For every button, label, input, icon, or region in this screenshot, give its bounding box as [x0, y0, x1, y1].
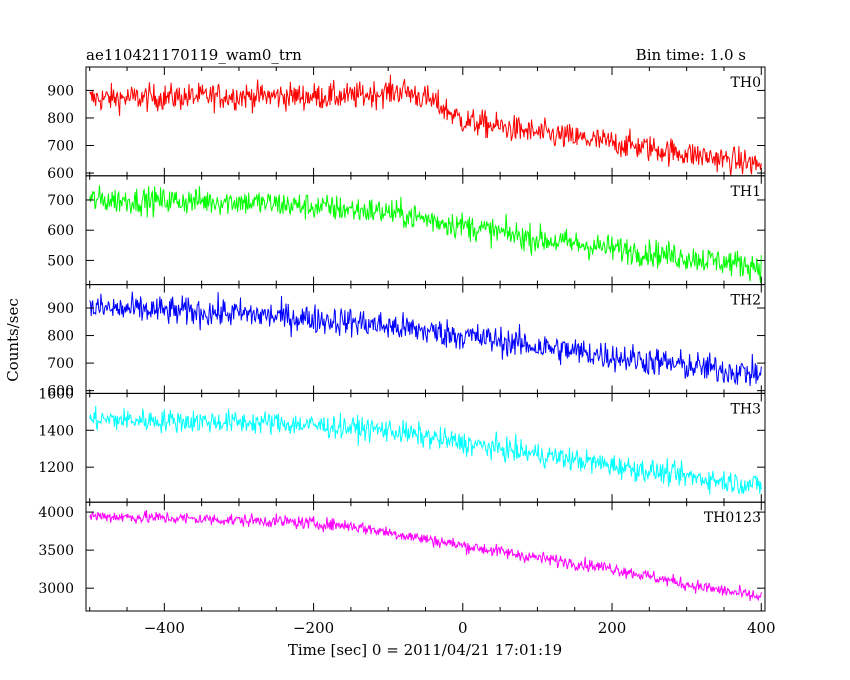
y-tick-label: 600	[47, 223, 74, 239]
panel-frame	[85, 66, 766, 177]
panel-th3: 1200 1400 1600 TH3	[38, 386, 766, 503]
panel-label: TH0123	[704, 510, 761, 526]
y-tick-label: 600	[47, 166, 74, 182]
y-tick-label: 1200	[38, 460, 74, 476]
x-axis: −400 −200 0 200 400	[144, 619, 776, 637]
y-tick-label: 1400	[38, 423, 74, 439]
panel-label: TH2	[731, 293, 761, 309]
panel-frame	[85, 392, 766, 503]
chart-title: ae110421170119_wam0_trn	[86, 46, 302, 64]
panel-label: TH0	[731, 75, 761, 91]
series-line-th1	[89, 185, 762, 284]
y-tick-label: 500	[47, 253, 74, 269]
y-tick-label: 700	[47, 356, 74, 372]
panel-th0123: 3000 3500 4000 TH0123	[38, 501, 766, 612]
panel-th0: 600 700 800 900 TH0	[47, 66, 766, 182]
x-tick-label: −400	[144, 619, 185, 637]
panel-frame	[85, 501, 766, 612]
panel-th2: 600 700 800 900 TH2	[47, 284, 766, 400]
y-tick-label: 900	[47, 301, 74, 317]
chart-subtitle: Bin time: 1.0 s	[636, 46, 746, 64]
y-tick-label: 4000	[38, 505, 74, 521]
y-tick-label: 800	[47, 329, 74, 345]
y-tick-label: 600	[47, 384, 74, 400]
x-tick-label: 400	[747, 619, 776, 637]
panel-label: TH3	[731, 401, 761, 417]
y-tick-label: 3000	[38, 581, 74, 597]
x-tick-label: 0	[458, 619, 468, 637]
y-tick-label: 700	[47, 139, 74, 155]
panels: 600 700 800 900 TH0 500 600 700 TH1 600 700 800 900 T…	[38, 66, 766, 612]
y-tick-label: 800	[47, 111, 74, 127]
y-tick-label: 700	[47, 193, 74, 209]
y-tick-label: 900	[47, 83, 74, 99]
panel-label: TH1	[731, 184, 761, 200]
panel-th1: 500 600 700 TH1	[47, 175, 766, 286]
x-axis-label: Time [sec] 0 = 2011/04/21 17:01:19	[288, 641, 562, 659]
x-tick-label: 200	[598, 619, 627, 637]
y-tick-label: 3500	[38, 543, 74, 559]
y-tick-label: 1600	[38, 386, 74, 402]
x-tick-label: −200	[293, 619, 334, 637]
y-axis-label: Counts/sec	[4, 298, 22, 382]
series-line-th0123	[89, 510, 762, 602]
series-line-th2	[89, 291, 762, 387]
series-line-th3	[89, 405, 762, 495]
series-line-th0	[89, 74, 762, 176]
panel-frame	[85, 175, 766, 286]
